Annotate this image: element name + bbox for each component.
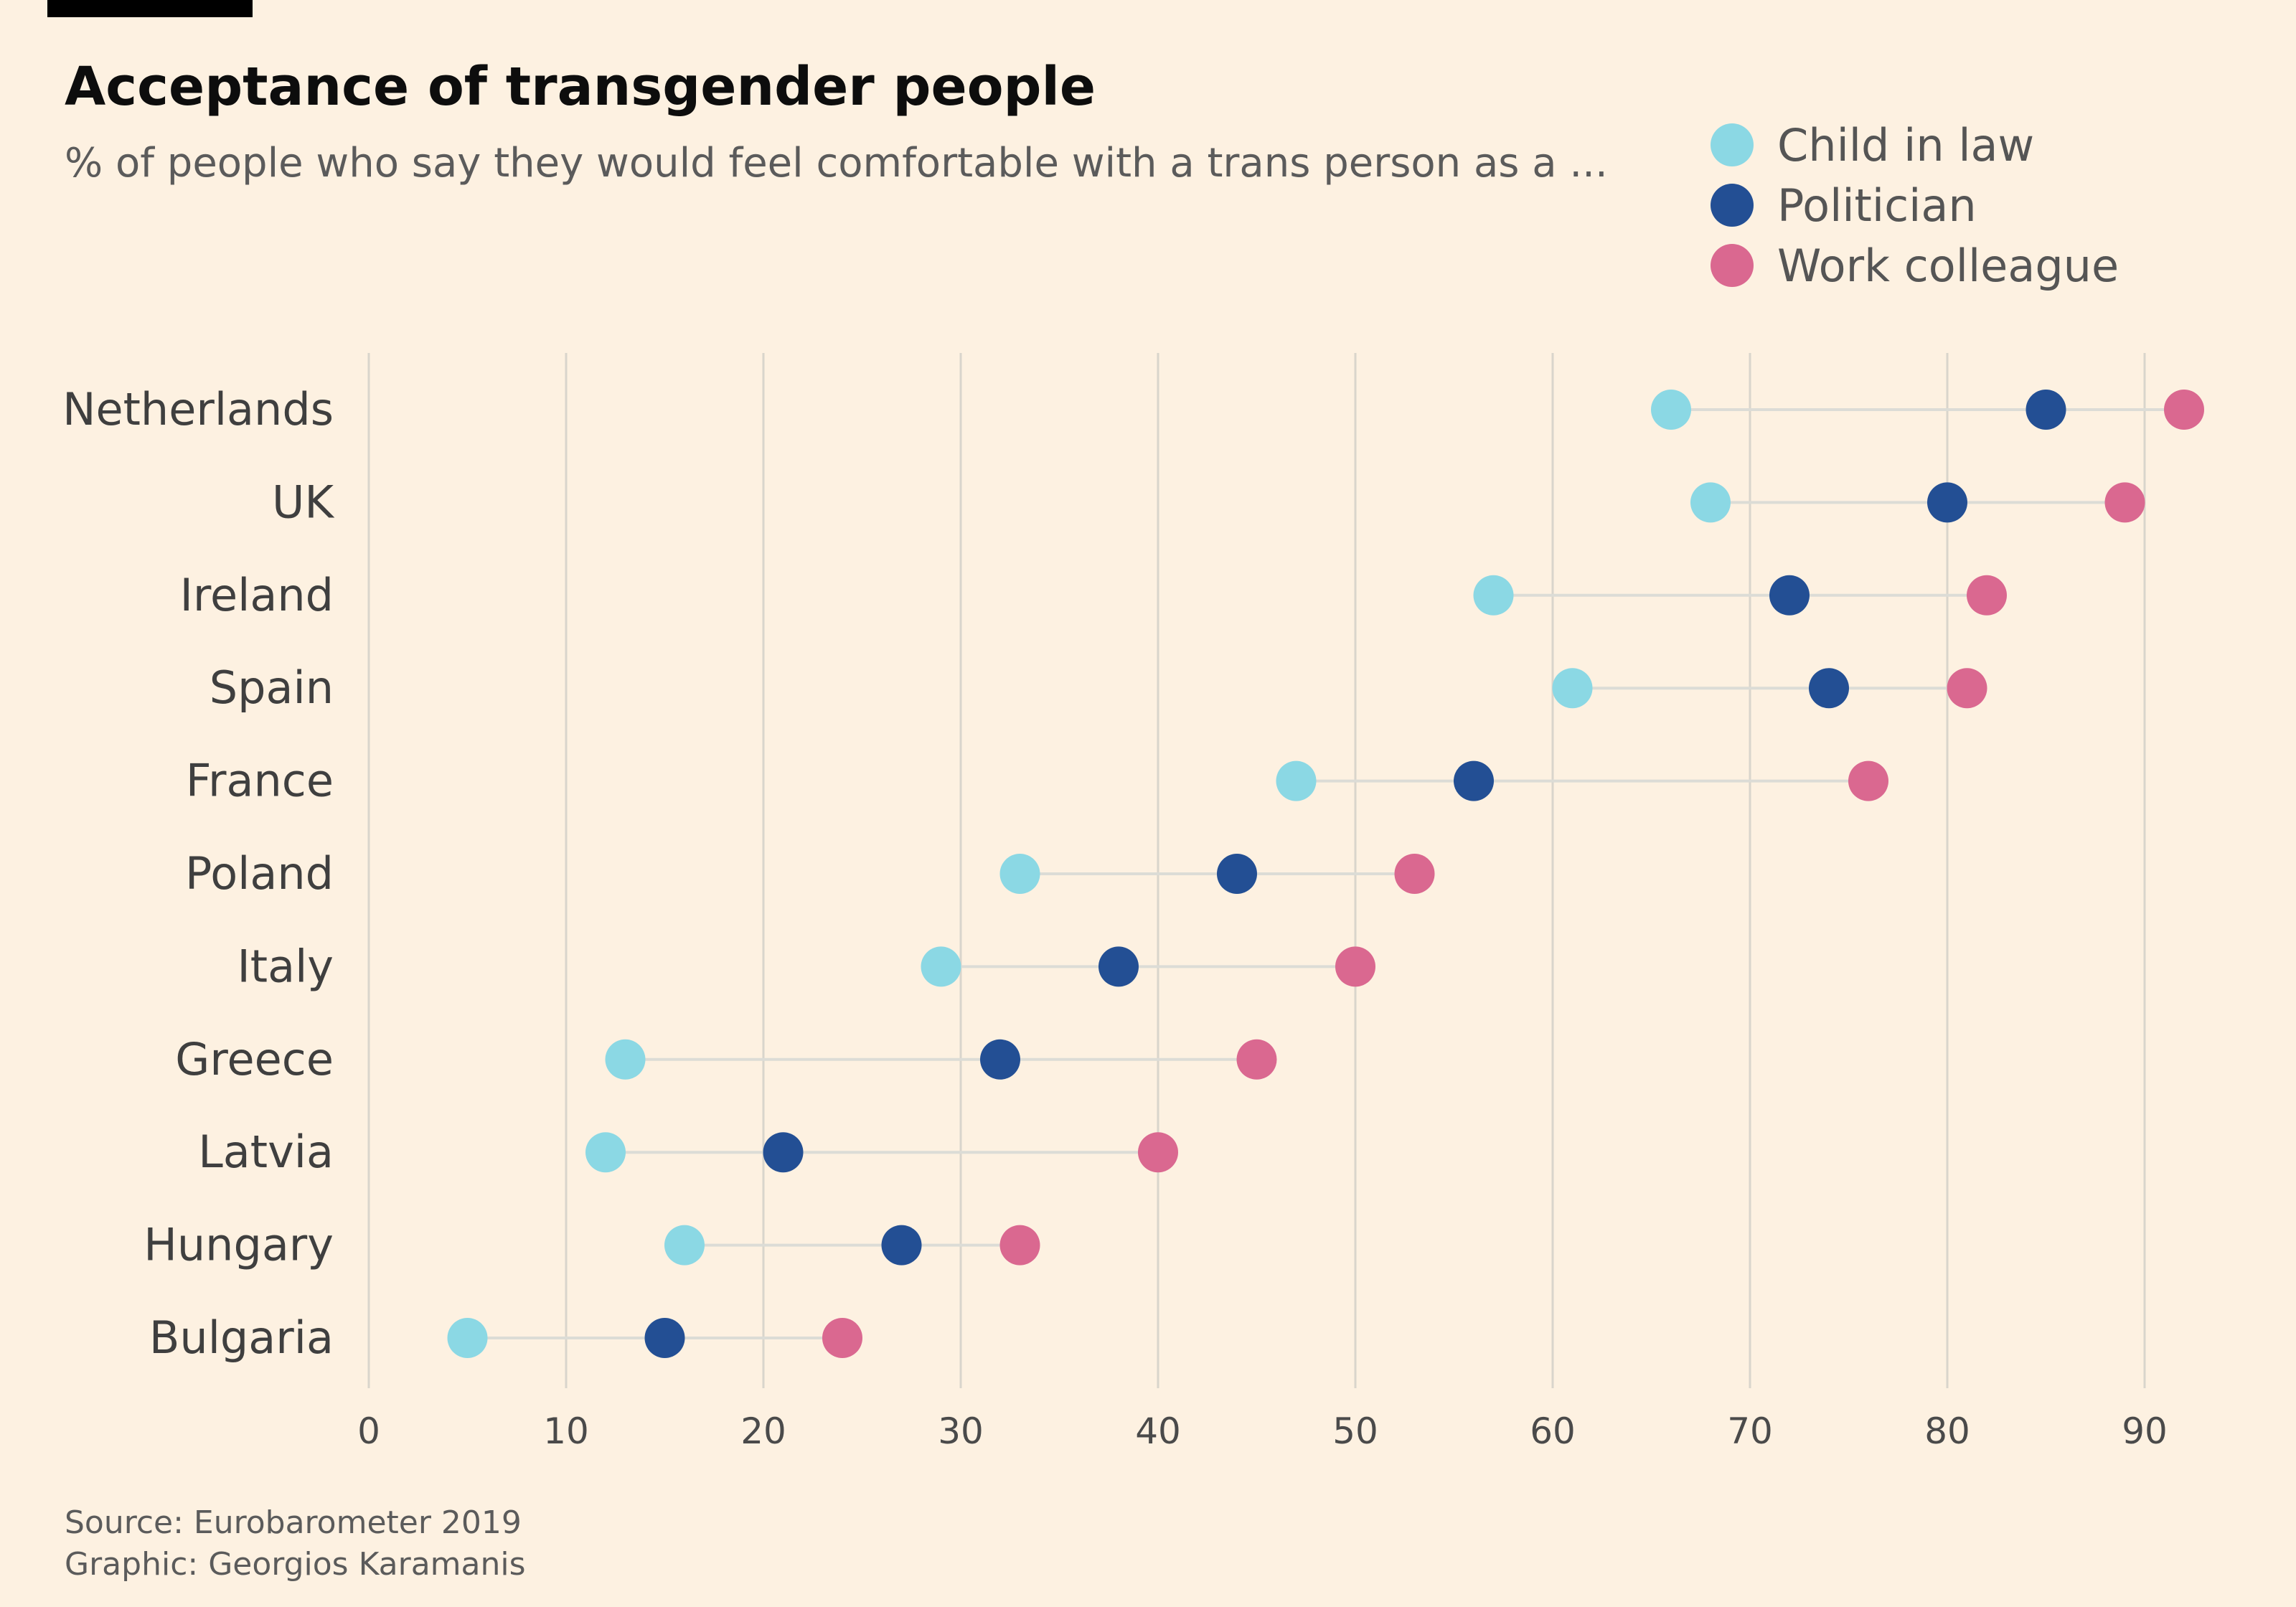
x-tick-label-50: 50 xyxy=(1332,1410,1378,1452)
point-child-in-law-greece xyxy=(605,1039,646,1080)
chart-subtitle: % of people who say they would feel comf… xyxy=(65,140,1608,187)
point-work-colleague-france xyxy=(1848,760,1888,801)
x-tick-label-30: 30 xyxy=(938,1410,984,1452)
point-child-in-law-latvia xyxy=(585,1132,626,1173)
point-child-in-law-bulgaria xyxy=(447,1318,488,1358)
legend-swatch-child-in-law xyxy=(1711,123,1754,166)
graphic-credit: Graphic: Georgios Karamanis xyxy=(65,1546,526,1583)
data-points xyxy=(447,390,2204,1358)
category-label-uk: UK xyxy=(272,476,334,528)
point-child-in-law-italy xyxy=(921,946,961,987)
point-work-colleague-italy xyxy=(1335,946,1375,987)
point-politician-spain xyxy=(1809,668,1849,709)
category-label-latvia: Latvia xyxy=(198,1126,334,1178)
gridlines xyxy=(367,353,2146,1388)
point-politician-bulgaria xyxy=(644,1318,685,1358)
point-politician-france xyxy=(1454,760,1494,801)
x-tick-label-0: 0 xyxy=(357,1410,380,1452)
category-label-greece: Greece xyxy=(175,1033,334,1085)
point-work-colleague-hungary xyxy=(999,1225,1040,1266)
legend-swatch-work-colleague xyxy=(1711,244,1754,287)
legend-label-work-colleague: Work colleague xyxy=(1777,240,2119,292)
point-politician-hungary xyxy=(881,1225,922,1266)
point-work-colleague-netherlands xyxy=(2164,390,2204,430)
category-label-poland: Poland xyxy=(185,847,334,900)
point-child-in-law-poland xyxy=(999,854,1040,894)
x-tick-label-90: 90 xyxy=(2122,1410,2168,1452)
x-tick-label-20: 20 xyxy=(740,1410,786,1452)
x-tick-label-40: 40 xyxy=(1135,1410,1181,1452)
point-work-colleague-latvia xyxy=(1138,1132,1178,1173)
category-label-hungary: Hungary xyxy=(144,1219,334,1271)
x-tick-label-10: 10 xyxy=(543,1410,589,1452)
point-child-in-law-hungary xyxy=(664,1225,705,1266)
point-work-colleague-spain xyxy=(1947,668,1987,709)
point-work-colleague-ireland xyxy=(1967,575,2007,616)
point-child-in-law-netherlands xyxy=(1651,390,1691,430)
x-tick-labels: 0 10 20 30 40 50 60 70 80 90 xyxy=(357,1410,2168,1452)
category-label-bulgaria: Bulgaria xyxy=(149,1311,334,1364)
point-politician-netherlands xyxy=(2026,390,2066,430)
category-label-netherlands: Netherlands xyxy=(62,383,334,435)
category-label-italy: Italy xyxy=(237,940,334,992)
x-tick-label-60: 60 xyxy=(1530,1410,1576,1452)
point-child-in-law-spain xyxy=(1552,668,1593,709)
point-work-colleague-poland xyxy=(1394,854,1435,894)
category-label-spain: Spain xyxy=(210,661,334,714)
point-child-in-law-france xyxy=(1276,760,1317,801)
point-politician-poland xyxy=(1217,854,1257,894)
x-tick-label-70: 70 xyxy=(1727,1410,1773,1452)
legend-label-politician: Politician xyxy=(1777,179,1977,232)
legend-swatch-politician xyxy=(1711,184,1754,227)
connector-lines xyxy=(467,408,2184,1339)
point-work-colleague-uk xyxy=(2104,482,2145,523)
legend-label-child-in-law: Child in law xyxy=(1777,119,2034,171)
legend: Child in law Politician Work colleague xyxy=(1711,119,2119,292)
point-work-colleague-greece xyxy=(1236,1039,1277,1080)
category-label-ireland: Ireland xyxy=(180,569,334,621)
category-labels: Netherlands UK Ireland Spain France Poland Ita… xyxy=(62,383,334,1364)
x-tick-label-80: 80 xyxy=(1924,1410,1970,1452)
corner-bar xyxy=(47,0,253,17)
point-child-in-law-ireland xyxy=(1473,575,1514,616)
point-politician-latvia xyxy=(763,1132,804,1173)
point-politician-italy xyxy=(1098,946,1139,987)
category-label-france: France xyxy=(186,755,334,807)
point-child-in-law-uk xyxy=(1690,482,1731,523)
point-politician-ireland xyxy=(1769,575,1810,616)
chart-title: Acceptance of transgender people xyxy=(65,56,1096,118)
point-politician-uk xyxy=(1927,482,1967,523)
point-politician-greece xyxy=(980,1039,1020,1080)
source-caption: Source: Eurobarometer 2019 xyxy=(65,1504,522,1541)
point-work-colleague-bulgaria xyxy=(822,1318,862,1358)
